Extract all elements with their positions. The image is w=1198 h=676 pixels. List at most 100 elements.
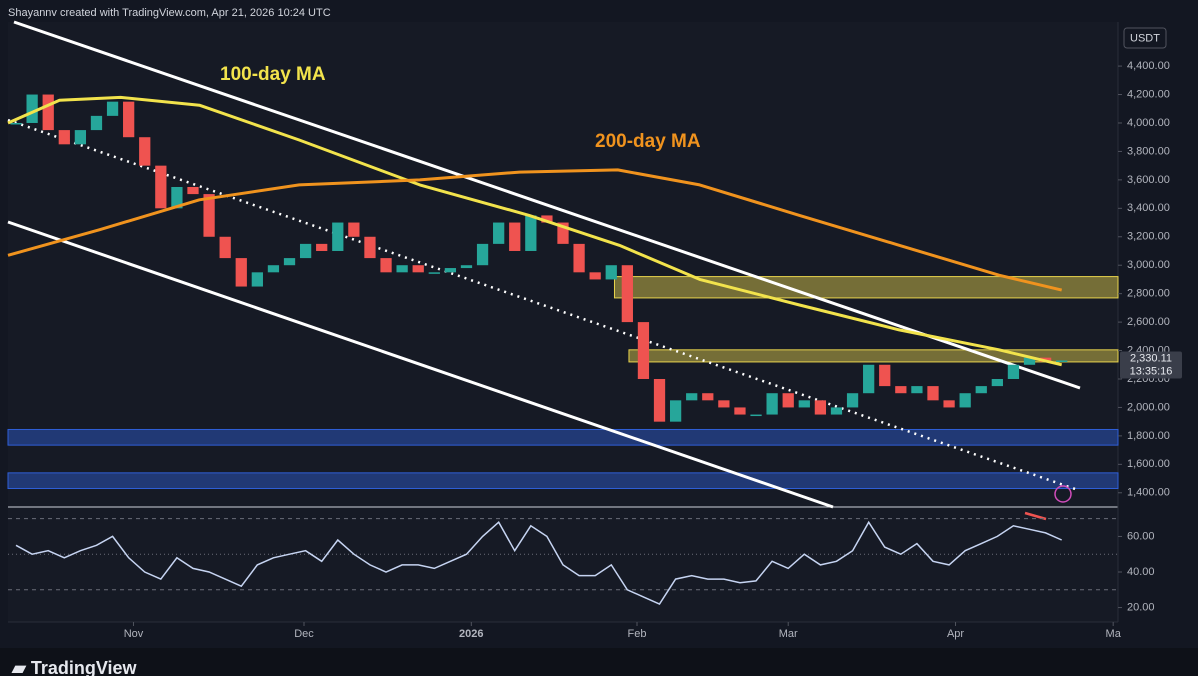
candle	[187, 186, 199, 195]
moving-averages	[7, 95, 1063, 367]
y-tick-label: 3,000.00	[1127, 259, 1170, 271]
candle	[26, 94, 38, 123]
candle	[203, 194, 215, 237]
candle	[283, 258, 296, 266]
zone	[7, 472, 1119, 490]
x-tick-label: Nov	[124, 628, 144, 640]
candle	[219, 236, 231, 259]
candle	[251, 272, 263, 287]
candle	[653, 378, 666, 422]
y-tick-label: 2,600.00	[1127, 316, 1170, 328]
candle	[412, 265, 424, 273]
zone	[613, 276, 1119, 299]
divergence-line	[1024, 511, 1047, 521]
y-tick-label: 3,200.00	[1127, 231, 1170, 243]
zone	[7, 428, 1119, 446]
y-tick-label: 3,400.00	[1127, 202, 1170, 214]
candle	[846, 393, 859, 408]
channel-lower	[7, 220, 834, 509]
y-tick-label: 1,600.00	[1127, 458, 1170, 470]
ma-label: 100-day MA	[220, 64, 326, 85]
candle	[686, 393, 698, 401]
x-tick-label: Dec	[294, 628, 314, 640]
candle	[541, 215, 553, 223]
y-tick-label: 3,800.00	[1127, 145, 1170, 157]
candle	[58, 130, 70, 145]
candle	[106, 101, 119, 116]
candle	[139, 137, 151, 166]
price-tag-label: 2,330.11	[1130, 352, 1172, 364]
candle	[589, 272, 601, 280]
candle	[123, 101, 135, 138]
candle	[476, 243, 489, 266]
attribution: Shayannv created with TradingView.com, A…	[8, 7, 331, 19]
candle	[766, 393, 778, 415]
rsi-line	[15, 520, 1063, 605]
currency-label: USDT	[1130, 32, 1160, 44]
candle	[911, 386, 923, 394]
ma-label: 200-day MA	[595, 131, 701, 152]
y-tick-label: 1,800.00	[1127, 430, 1170, 442]
candle	[943, 400, 955, 408]
candle	[42, 94, 54, 131]
candle	[380, 258, 392, 273]
moving-average	[7, 95, 1063, 367]
x-tick-label: Ma	[1106, 628, 1122, 640]
candle	[1056, 360, 1068, 362]
candle	[332, 222, 344, 251]
candle	[959, 393, 971, 408]
channel-upper	[13, 20, 1081, 390]
candle	[10, 122, 22, 125]
currency-box[interactable]	[1123, 27, 1167, 49]
alert-icon[interactable]	[1054, 485, 1072, 503]
candle	[718, 400, 730, 408]
candle	[444, 268, 457, 273]
y-tick-label: 4,000.00	[1127, 117, 1170, 129]
candle	[90, 115, 103, 131]
candle	[927, 386, 939, 401]
candle	[621, 265, 633, 323]
footer	[0, 648, 1198, 676]
candle	[750, 414, 762, 417]
y-tick-label: 2,000.00	[1127, 401, 1170, 413]
candle	[605, 265, 617, 280]
candle	[364, 236, 376, 259]
x-tick-label: Apr	[947, 628, 964, 640]
x-tick-label: 2026	[459, 628, 483, 640]
candle	[509, 222, 521, 251]
plot-area	[8, 22, 1118, 622]
candle	[798, 400, 810, 408]
candle	[734, 407, 746, 415]
x-tick-label: Mar	[779, 628, 798, 640]
y-tick-label: 1,400.00	[1127, 487, 1170, 499]
candle	[396, 265, 408, 273]
candle	[669, 400, 682, 422]
candle	[863, 364, 875, 394]
footer-logo-text: TradingView	[31, 658, 138, 676]
candle	[1023, 357, 1036, 365]
y-tick-label: 20.00	[1127, 601, 1155, 613]
candle	[782, 393, 794, 408]
candle	[525, 215, 537, 251]
candle	[637, 322, 650, 379]
candle	[573, 243, 585, 273]
candle	[879, 364, 891, 387]
y-tick-label: 3,600.00	[1127, 174, 1170, 186]
candle	[316, 243, 328, 251]
y-tick-label: 4,400.00	[1127, 60, 1170, 72]
candle	[991, 378, 1003, 387]
candle	[493, 222, 505, 244]
candle	[814, 400, 827, 415]
candles	[10, 94, 1068, 422]
candle	[557, 222, 569, 244]
zones	[7, 276, 1119, 490]
x-tick-label: Feb	[628, 628, 647, 640]
candle	[348, 222, 360, 237]
candle	[830, 407, 843, 415]
footer-logo[interactable]: ▰ TradingView	[11, 658, 138, 676]
candle	[267, 265, 280, 273]
price-tag-timer: 13:35:16	[1130, 365, 1173, 377]
y-tick-label: 40.00	[1127, 566, 1155, 578]
candle	[975, 386, 987, 394]
